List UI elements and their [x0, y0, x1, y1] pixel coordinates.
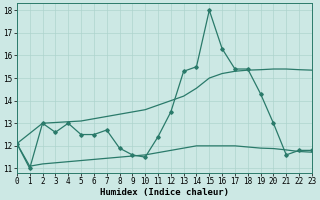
X-axis label: Humidex (Indice chaleur): Humidex (Indice chaleur) — [100, 188, 229, 197]
